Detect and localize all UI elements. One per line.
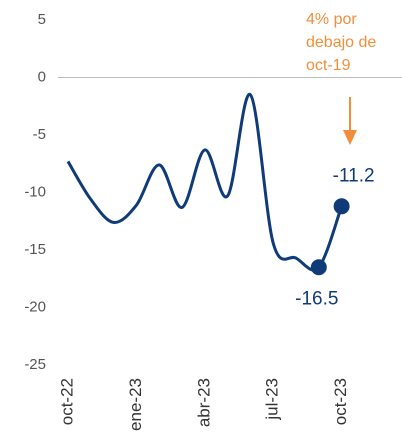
annotation: 4% por: [306, 11, 357, 28]
x-tick-label: oct-23: [331, 378, 350, 425]
x-tick-label: abr-23: [194, 378, 213, 427]
y-tick-label: 0: [38, 68, 46, 85]
y-tick-label: 5: [38, 11, 46, 28]
y-tick-label: -10: [24, 183, 46, 200]
x-tick-label: ene-23: [126, 378, 145, 431]
x-tick-label: jul-23: [263, 378, 282, 421]
data-label: -11.2: [333, 165, 375, 186]
y-tick-label: -20: [24, 298, 46, 315]
line: [66, 93, 344, 272]
y-tick-label: -25: [24, 356, 46, 373]
y-tick-label: -15: [24, 241, 46, 258]
point: [310, 259, 327, 276]
annotation: debajo de: [306, 34, 376, 51]
data-label: -16.5: [295, 288, 338, 309]
y-tick-label: -5: [33, 126, 46, 143]
point: [333, 198, 350, 215]
annotation-arrowhead: [343, 130, 357, 145]
annotation: oct-19: [306, 57, 351, 74]
x-tick-label: oct-22: [57, 378, 76, 425]
